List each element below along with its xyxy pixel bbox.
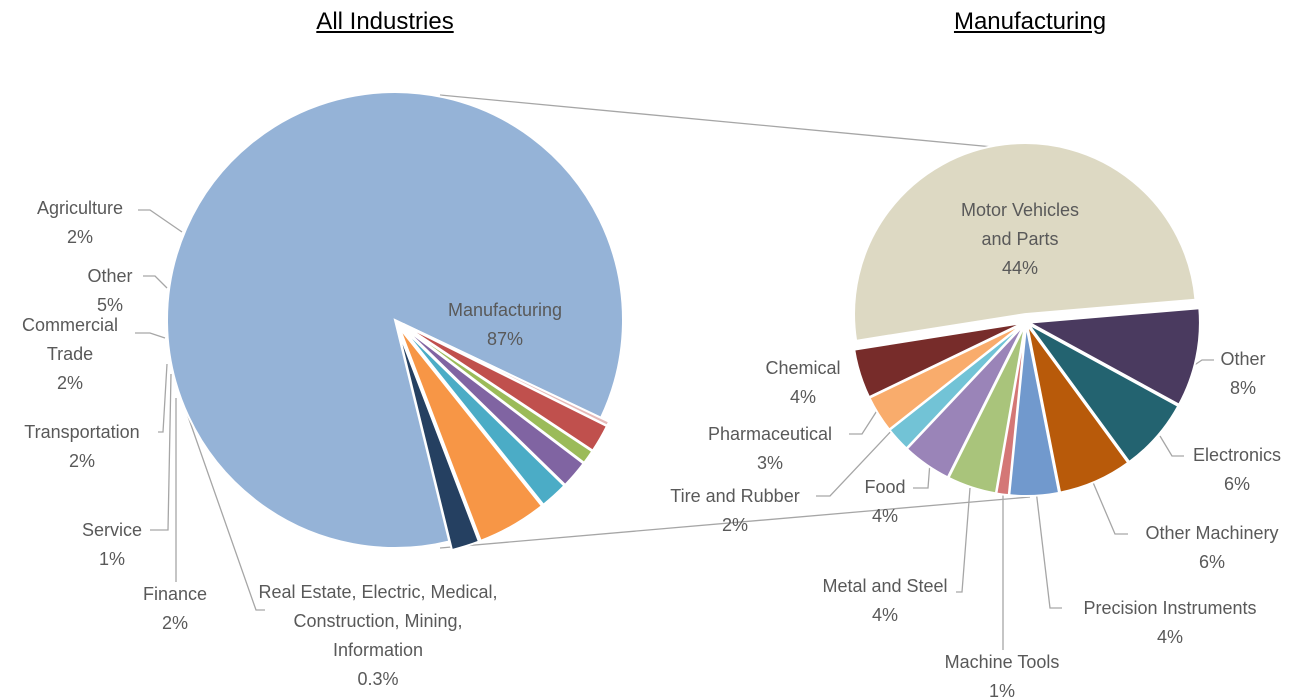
category-label: Transportation bbox=[24, 422, 140, 442]
leader-line bbox=[849, 405, 881, 435]
category-label: Pharmaceutical bbox=[707, 424, 833, 444]
value-label: 5% bbox=[96, 295, 123, 315]
leader-line bbox=[182, 401, 265, 611]
leader-line bbox=[138, 209, 183, 233]
chart-title: All Industries bbox=[316, 8, 454, 35]
value-label: 2% bbox=[721, 515, 748, 535]
leader-line bbox=[1035, 489, 1062, 609]
connector-line bbox=[439, 496, 1031, 549]
leader-line bbox=[816, 425, 897, 497]
data-label: Service 1% bbox=[72, 516, 152, 574]
leader-line bbox=[143, 275, 168, 289]
pie-slice bbox=[402, 323, 611, 427]
data-label: Chemical 4% bbox=[743, 354, 863, 412]
value-label: 1% bbox=[98, 549, 125, 569]
value-label: 0.3% bbox=[357, 669, 399, 689]
data-label: Real Estate, Electric, Medical, Construc… bbox=[253, 578, 503, 694]
leader-line bbox=[1091, 479, 1128, 535]
pie-slice bbox=[853, 142, 1197, 342]
data-label: Agriculture 2% bbox=[15, 194, 145, 252]
data-label: Finance 2% bbox=[135, 580, 215, 638]
value-label: 4% bbox=[789, 387, 816, 407]
data-label: Other 5% bbox=[70, 262, 150, 320]
value-label: 1% bbox=[988, 681, 1015, 699]
leader-line bbox=[1159, 435, 1184, 457]
category-label: Manufacturing bbox=[447, 300, 563, 320]
data-label: Motor Vehicles and Parts 44% bbox=[945, 196, 1095, 283]
category-label: Metal and Steel bbox=[822, 576, 948, 596]
category-label: Agriculture bbox=[36, 198, 124, 218]
data-label: Machine Tools 1% bbox=[922, 648, 1082, 699]
category-label: Commercial Trade bbox=[21, 315, 118, 364]
category-label: Tire and Rubber bbox=[670, 486, 800, 506]
category-label: Chemical bbox=[765, 358, 841, 378]
value-label: 2% bbox=[68, 451, 95, 471]
leader-lines bbox=[135, 209, 1214, 650]
data-label: Precision Instruments 4% bbox=[1050, 594, 1290, 652]
connector-line bbox=[439, 94, 1026, 151]
data-label: Transportation 2% bbox=[7, 418, 157, 476]
leader-line bbox=[158, 363, 168, 433]
value-label: 6% bbox=[1223, 474, 1250, 494]
pie-slice bbox=[1025, 307, 1201, 407]
leader-line bbox=[913, 461, 931, 489]
value-label: 2% bbox=[66, 227, 93, 247]
category-label: Service bbox=[81, 520, 143, 540]
value-label: 2% bbox=[56, 373, 83, 393]
value-label: 4% bbox=[871, 506, 898, 526]
category-label: Motor Vehicles and Parts bbox=[960, 200, 1080, 249]
data-label: Food 4% bbox=[845, 473, 925, 531]
category-label: Other bbox=[87, 266, 133, 286]
data-label: Electronics 6% bbox=[1177, 441, 1297, 499]
pie-slice bbox=[166, 91, 624, 549]
leader-line bbox=[956, 487, 971, 593]
leader-line bbox=[135, 332, 166, 339]
category-label: Other Machinery bbox=[1145, 523, 1279, 543]
category-label: Precision Instruments bbox=[1083, 598, 1257, 618]
data-label: Commercial Trade 2% bbox=[10, 311, 130, 398]
data-label: Metal and Steel 4% bbox=[800, 572, 970, 630]
value-label: 87% bbox=[486, 329, 524, 349]
data-label: Other Machinery 6% bbox=[1122, 519, 1302, 577]
pie-slice bbox=[398, 327, 544, 543]
value-label: 6% bbox=[1198, 552, 1225, 572]
data-label: Other 8% bbox=[1203, 345, 1283, 403]
category-label: Other bbox=[1220, 349, 1266, 369]
value-label: 4% bbox=[1156, 627, 1183, 647]
category-label: Food bbox=[864, 477, 906, 497]
value-label: 2% bbox=[161, 613, 188, 633]
pie-slice bbox=[396, 328, 481, 552]
data-label: Pharmaceutical 3% bbox=[690, 420, 850, 478]
category-label: Real Estate, Electric, Medical, Construc… bbox=[258, 582, 498, 660]
value-label: 8% bbox=[1229, 378, 1256, 398]
data-label: Manufacturing 87% bbox=[425, 296, 585, 354]
pie-slice bbox=[1026, 324, 1130, 494]
category-label: Finance bbox=[142, 584, 208, 604]
value-label: 44% bbox=[1001, 258, 1039, 278]
value-label: 4% bbox=[871, 605, 898, 625]
pie-slice bbox=[1027, 323, 1180, 464]
data-label: Tire and Rubber 2% bbox=[645, 482, 825, 540]
category-label: Electronics bbox=[1192, 445, 1282, 465]
pie-slice bbox=[400, 325, 566, 507]
category-label: Machine Tools bbox=[944, 652, 1060, 672]
chart-title: Manufacturing bbox=[953, 8, 1107, 35]
pie-slice bbox=[853, 321, 1024, 399]
leader-line bbox=[150, 373, 172, 531]
value-label: 3% bbox=[756, 453, 783, 473]
